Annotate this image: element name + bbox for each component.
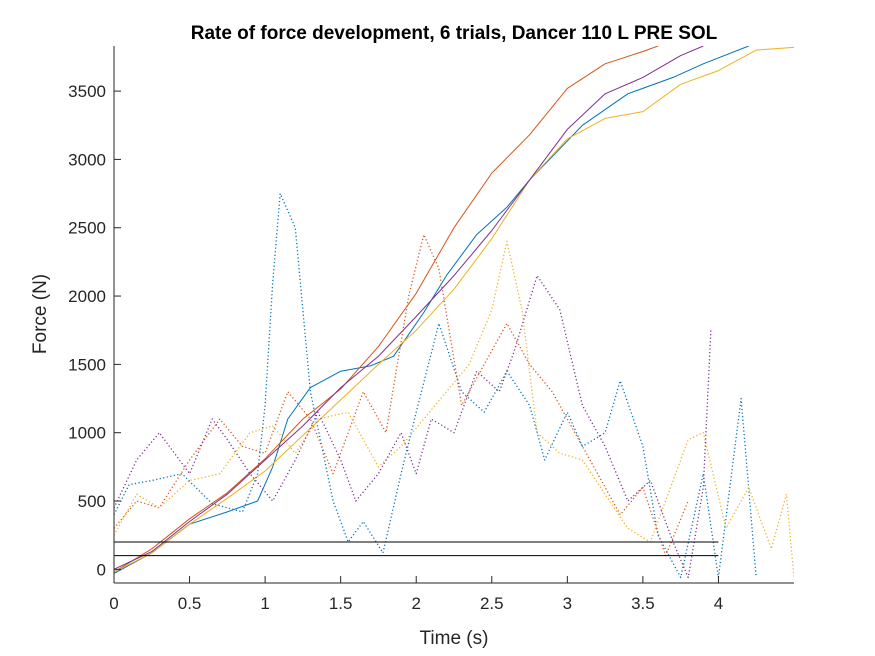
y-tick-label: 1500 bbox=[68, 355, 106, 374]
y-tick-label: 3000 bbox=[68, 150, 106, 169]
series-line-8-dotted bbox=[114, 274, 712, 579]
series-line-3-solid bbox=[114, 46, 794, 573]
x-tick-label: 1.5 bbox=[329, 594, 353, 613]
y-tick-label: 2500 bbox=[68, 219, 106, 238]
y-tick-label: 1000 bbox=[68, 424, 106, 443]
x-axis-label: Time (s) bbox=[420, 628, 489, 649]
x-tick-label: 1 bbox=[260, 594, 269, 613]
x-tick-label: 2.5 bbox=[480, 594, 504, 613]
x-tick-label: 3 bbox=[563, 594, 572, 613]
x-tick-label: 0 bbox=[109, 594, 118, 613]
y-tick-label: 3500 bbox=[68, 82, 106, 101]
series-line-5-dotted bbox=[114, 192, 757, 579]
series-line-6-dotted bbox=[114, 233, 689, 557]
series-line-4-solid bbox=[114, 46, 704, 570]
x-tick-label: 0.5 bbox=[178, 594, 202, 613]
axes-layer bbox=[113, 46, 794, 584]
y-tick-label: 500 bbox=[78, 492, 106, 511]
series-line-2-solid bbox=[114, 46, 659, 573]
y-tick-label: 0 bbox=[97, 560, 106, 579]
x-tick-label: 4 bbox=[714, 594, 723, 613]
series-line-1-solid bbox=[114, 46, 749, 574]
x-tick-label: 3.5 bbox=[631, 594, 655, 613]
threshold-layer bbox=[114, 541, 719, 557]
chart-title: Rate of force development, 6 trials, Dan… bbox=[191, 23, 718, 44]
y-tick-label: 2000 bbox=[68, 287, 106, 306]
series-layer bbox=[114, 46, 794, 579]
tick-layer: 0 0.5 1 1.5 2 2.5 3 3.5 4 0 500 1000 1500 2000 2500 300… bbox=[68, 82, 723, 613]
x-tick-label: 2 bbox=[411, 594, 420, 613]
y-axis-label: Force (N) bbox=[30, 274, 51, 354]
